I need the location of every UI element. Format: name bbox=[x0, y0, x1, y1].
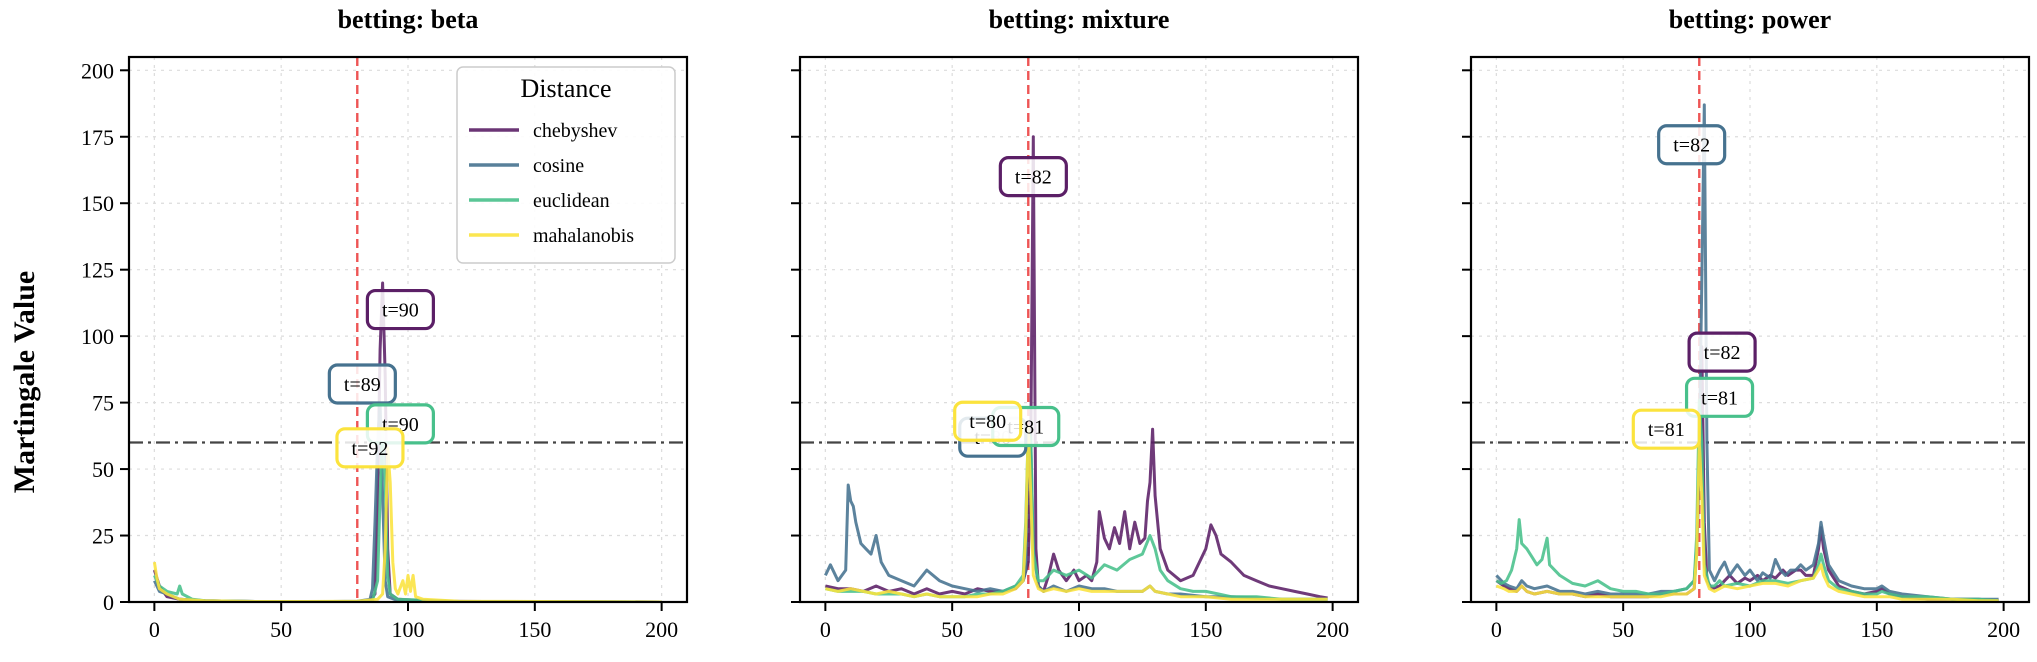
y-tick-label: 50 bbox=[92, 457, 114, 482]
annotation-label: t=92 bbox=[352, 438, 389, 460]
annotation-box bbox=[327, 363, 397, 405]
x-tick-label: 50 bbox=[270, 617, 292, 642]
series-group bbox=[1495, 103, 1999, 602]
x-tick-label: 150 bbox=[1860, 617, 1893, 642]
y-tick-label: 200 bbox=[81, 58, 114, 83]
panel-0: t=90t=89t=90t=920 50 100 150 200025507510012… bbox=[81, 5, 689, 642]
annotation-box bbox=[335, 427, 405, 469]
x-tick-label: 150 bbox=[518, 617, 551, 642]
x-tick-label: 200 bbox=[1987, 617, 2020, 642]
x-tick-label: 150 bbox=[1189, 617, 1222, 642]
legend-label-mahalanobis: mahalanobis bbox=[533, 225, 634, 247]
series-line-euclidean bbox=[1495, 398, 1999, 602]
x-tick-label: 100 bbox=[392, 617, 425, 642]
annotation-cosine: t=89 bbox=[327, 363, 397, 405]
y-tick-label: 100 bbox=[81, 324, 114, 349]
annotation-box bbox=[365, 288, 435, 331]
x-tick-label: 0 bbox=[149, 617, 160, 642]
annotation-chebyshev: t=82 bbox=[998, 156, 1068, 198]
panel-title: betting: beta bbox=[338, 5, 479, 34]
series-line-mahalanobis bbox=[825, 425, 1328, 601]
legend-title: Distance bbox=[521, 74, 612, 103]
annotation-box bbox=[953, 400, 1023, 442]
x-tick-label: 0 bbox=[1491, 617, 1502, 642]
y-tick-label: 125 bbox=[81, 258, 114, 283]
annotation-mahalanobis: t=92 bbox=[335, 427, 405, 469]
annotation-label: t=80 bbox=[969, 411, 1006, 433]
series-line-chebyshev bbox=[825, 135, 1328, 600]
y-tick-label: 150 bbox=[81, 191, 114, 216]
series-line-mahalanobis bbox=[1495, 441, 1999, 602]
x-tick-label: 0 bbox=[820, 617, 831, 642]
x-tick-label: 50 bbox=[1612, 617, 1634, 642]
annotation-box bbox=[1631, 408, 1701, 450]
annotation-label: t=81 bbox=[1701, 387, 1738, 409]
legend-label-euclidean: euclidean bbox=[533, 190, 610, 212]
panel-2: t=82 t=82 t=81 t=81 0 50 100 150 200 betting: pow… bbox=[1462, 5, 2031, 642]
panel-title: betting: mixture bbox=[989, 5, 1170, 34]
annotation-box bbox=[1684, 376, 1755, 418]
legend-label-cosine: cosine bbox=[533, 155, 584, 177]
panels: t=90t=89t=90t=920 50 100 150 200025507510012… bbox=[81, 5, 2031, 642]
annotation-label: t=90 bbox=[382, 300, 419, 322]
series-line-mahalanobis bbox=[152, 446, 662, 602]
legend-label-chebyshev: chebyshev bbox=[533, 120, 617, 142]
x-tick-label: 100 bbox=[1734, 617, 1767, 642]
x-tick-label: 100 bbox=[1063, 617, 1096, 642]
x-tick-label: 50 bbox=[941, 617, 963, 642]
annotation-label: t=82 bbox=[1704, 342, 1741, 364]
y-tick-label: 25 bbox=[92, 524, 114, 549]
panel-title: betting: power bbox=[1669, 5, 1831, 34]
legend-box bbox=[456, 66, 676, 264]
annotation-euclidean: t=81 bbox=[1684, 376, 1755, 418]
annotation-cosine: t=82 bbox=[1657, 124, 1727, 166]
annotation-label: t=81 bbox=[1648, 419, 1685, 441]
annotation-label: t=82 bbox=[1015, 167, 1052, 189]
y-tick-label: 75 bbox=[92, 391, 114, 416]
x-tick-label: 200 bbox=[645, 617, 678, 642]
series-group bbox=[824, 135, 1328, 601]
annotation-box bbox=[1687, 331, 1757, 373]
y-axis-label: Martingale Value bbox=[8, 271, 41, 494]
series-line-cosine bbox=[1495, 103, 1999, 601]
legend: Distance chebyshev cosine euclidean mahalano… bbox=[456, 66, 676, 264]
annotation-label: t=89 bbox=[344, 374, 381, 396]
y-tick-label: 0 bbox=[103, 590, 114, 615]
x-tick-label: 200 bbox=[1316, 617, 1349, 642]
annotation-chebyshev: t=90 bbox=[365, 288, 435, 331]
annotation-chebyshev: t=82 bbox=[1687, 331, 1757, 373]
annotation-label: t=82 bbox=[1673, 135, 1710, 157]
annotation-mahalanobis: t=81 bbox=[1631, 408, 1701, 450]
y-tick-label: 175 bbox=[81, 125, 114, 150]
annotation-box bbox=[1657, 124, 1727, 166]
annotation-box bbox=[998, 156, 1068, 198]
annotation-mahalanobis: t=80 bbox=[953, 400, 1023, 442]
